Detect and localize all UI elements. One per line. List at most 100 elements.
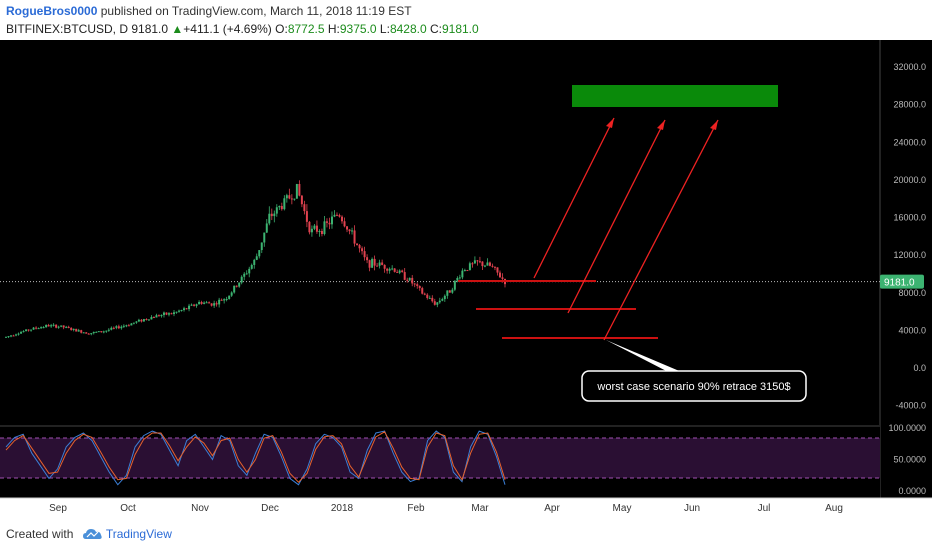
candle-body — [351, 230, 354, 232]
candle-body — [32, 327, 35, 330]
high-value: 9375.0 — [339, 22, 377, 36]
candle-body — [310, 228, 313, 233]
candle-body — [135, 321, 138, 323]
candle-body — [476, 260, 479, 262]
candle-body — [17, 333, 20, 335]
candle-body — [7, 336, 10, 338]
candle-body — [218, 299, 221, 305]
footer: Created with TradingView — [0, 517, 932, 550]
candle-body — [456, 278, 459, 281]
candle-body — [45, 325, 48, 328]
price-tick-label: 12000.0 — [893, 250, 926, 260]
candle-body — [70, 327, 73, 330]
last-price-label: 9181.0 — [884, 278, 915, 289]
candlestick-series — [5, 180, 506, 338]
candle-body — [356, 243, 359, 246]
high-label: H: — [327, 22, 340, 36]
candle-body — [341, 216, 344, 222]
candle-body — [383, 264, 386, 269]
candle-body — [125, 325, 128, 327]
chart-canvas[interactable]: 32000.0 28000.0 24000.0 20000.0 16000.0 12000… — [0, 40, 932, 517]
candle-body — [391, 268, 394, 270]
candle-body — [443, 295, 446, 300]
candle-body — [105, 330, 108, 332]
candle-body — [85, 332, 88, 334]
candle-body — [72, 328, 75, 330]
candle-body — [183, 308, 186, 311]
tradingview-cloud-icon[interactable] — [82, 528, 103, 540]
stochastic-k-line — [5, 430, 506, 486]
candle-body — [102, 331, 105, 333]
candle-body — [315, 225, 318, 232]
time-axis-label: Nov — [191, 503, 209, 514]
candle-body — [120, 326, 123, 329]
candle-body — [388, 268, 391, 271]
candle-body — [381, 262, 384, 265]
candle-body — [278, 206, 281, 208]
stochastic-band — [0, 438, 880, 478]
candle-body — [137, 319, 140, 322]
candle-body — [193, 304, 196, 306]
time-axis[interactable] — [0, 498, 932, 517]
stochastic-tick-label: 100.0000 — [888, 423, 926, 433]
candle-body — [441, 299, 444, 301]
candle-body — [260, 242, 263, 251]
author-link[interactable]: RogueBros0000 — [6, 4, 98, 18]
candle-body — [458, 277, 461, 279]
worst-case-callout[interactable]: worst case scenario 90% retrace 3150$ — [581, 340, 807, 402]
candle-body — [42, 327, 45, 329]
time-axis-label: Jun — [684, 503, 700, 514]
price-axis[interactable] — [880, 40, 932, 498]
candle-body — [62, 325, 65, 328]
close-value: 9181.0 — [441, 22, 479, 36]
candle-body — [100, 331, 103, 333]
candle-body — [15, 334, 18, 336]
target-zone[interactable] — [572, 85, 778, 107]
candle-body — [140, 319, 143, 322]
candle-body — [298, 183, 301, 196]
candle-body — [308, 221, 311, 233]
candle-body — [295, 183, 298, 199]
arrow-3-line[interactable] — [603, 119, 719, 341]
arrow-2-head-icon — [657, 120, 665, 130]
candle-body — [300, 195, 303, 205]
candle-body — [200, 302, 203, 304]
candle-body — [290, 198, 293, 200]
candle-body — [37, 328, 40, 330]
price-tick-label: 8000.0 — [898, 288, 926, 298]
candle-body — [50, 325, 53, 327]
candle-body — [65, 326, 68, 328]
candle-body — [258, 250, 261, 257]
pane-separator[interactable] — [0, 425, 880, 427]
candle-body — [393, 268, 396, 272]
candle-body — [453, 280, 456, 290]
candle-body — [95, 331, 98, 333]
candle-body — [162, 312, 165, 315]
price-tick-label: 16000.0 — [893, 213, 926, 223]
candle-body — [47, 325, 50, 327]
candle-body — [436, 302, 439, 305]
candle-body — [147, 319, 150, 321]
candle-body — [57, 326, 60, 328]
symbol-line: BITFINEX:BTCUSD, D 9181.0 ▲+411.1 (+4.69… — [6, 22, 479, 36]
candle-body — [426, 294, 429, 298]
price-tick-label: 0.0 — [913, 363, 926, 373]
candle-body — [335, 214, 338, 216]
candle-body — [35, 327, 38, 329]
candle-body — [338, 215, 341, 217]
candle-body — [82, 332, 85, 334]
tradingview-brand-link[interactable]: TradingView — [105, 527, 172, 541]
candle-body — [346, 226, 349, 230]
low-value: 8428.0 — [389, 22, 427, 36]
candle-body — [80, 330, 83, 333]
candle-body — [285, 195, 288, 199]
time-axis-label: Dec — [261, 503, 279, 514]
arrow-2-line[interactable] — [567, 119, 666, 314]
candle-body — [428, 297, 431, 299]
candle-body — [75, 328, 78, 332]
arrow-1-line[interactable] — [533, 117, 615, 279]
candle-body — [471, 263, 474, 265]
candle-body — [215, 303, 218, 305]
publish-line: RogueBros0000 published on TradingView.c… — [6, 4, 412, 18]
arrow-1-head-icon — [606, 118, 614, 128]
